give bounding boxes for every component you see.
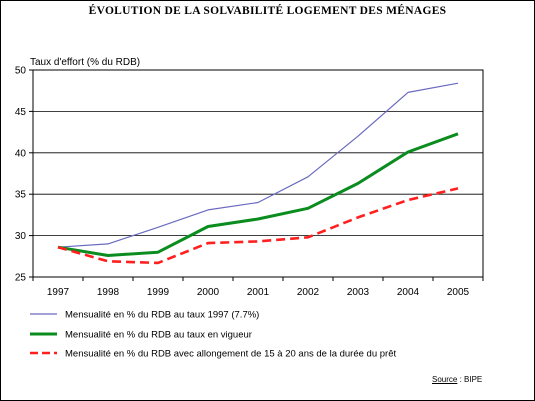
legend-label-2: Mensualité en % du RDB au taux en vigueu… <box>65 330 252 341</box>
y-tick-label: 45 <box>15 107 27 118</box>
y-tick-label: 50 <box>15 66 27 77</box>
y-axis-label: Taux d'effort (% du RDB) <box>30 57 141 68</box>
y-tick-label: 35 <box>15 190 27 201</box>
x-tick-label: 2005 <box>447 287 470 298</box>
y-tick-label: 30 <box>15 231 27 242</box>
x-tick-label: 1997 <box>47 287 70 298</box>
legend-label-1: Mensualité en % du RDB au taux 1997 (7.7… <box>65 310 259 321</box>
y-tick-label: 25 <box>15 273 27 284</box>
source-value: : BIPE <box>457 375 483 384</box>
x-tick-label: 2003 <box>347 287 370 298</box>
y-tick-label: 40 <box>15 148 27 159</box>
series-line-2 <box>57 132 459 257</box>
source-label: Source <box>432 375 458 384</box>
x-tick-label: 2001 <box>247 287 270 298</box>
series-line-1 <box>57 82 459 248</box>
x-tick-label: 1998 <box>97 287 120 298</box>
x-tick-label: 2004 <box>397 287 420 298</box>
legend-label-3: Mensualité en % du RDB avec allongement … <box>65 349 396 360</box>
chart-title: ÉVOLUTION DE LA SOLVABILITÉ LOGEMENT DES… <box>88 5 447 17</box>
plot-area <box>32 69 484 278</box>
x-tick-label: 1999 <box>147 287 170 298</box>
x-tick-label: 2000 <box>197 287 220 298</box>
source-note: Source : BIPE <box>432 375 482 384</box>
x-tick-label: 2002 <box>297 287 320 298</box>
